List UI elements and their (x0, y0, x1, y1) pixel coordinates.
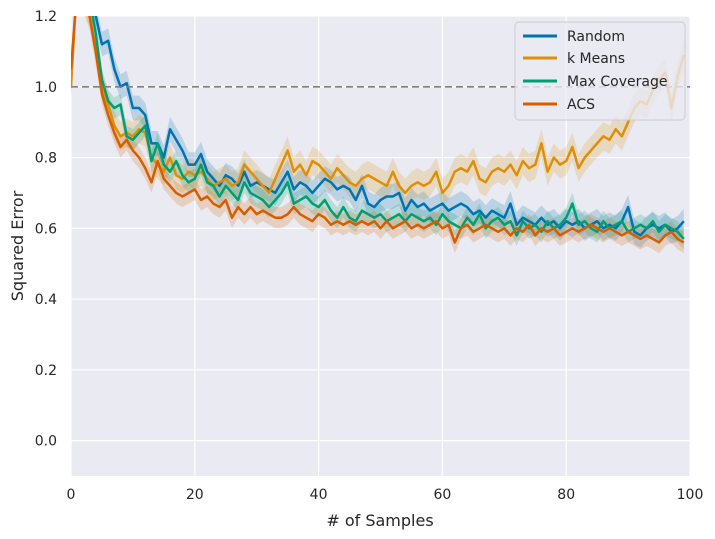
y-axis-ticks: 0.0 0.2 0.4 0.6 0.8 1.0 1.2 (35, 9, 57, 450)
x-axis-ticks: 0 20 40 60 80 100 (67, 487, 704, 503)
legend-box (514, 21, 686, 121)
legend-label-random: Random (567, 29, 625, 45)
y-tick-label: 0.4 (35, 292, 57, 308)
y-axis-label: Squared Error (8, 190, 27, 301)
legend-label-max-coverage: Max Coverage (567, 74, 667, 90)
band-max-coverage (90, 16, 684, 250)
legend: Random k Means Max Coverage ACS (514, 21, 686, 121)
line-max-coverage (91, 16, 685, 240)
x-tick-label: 40 (310, 487, 328, 503)
band-acs (71, 16, 684, 254)
x-tick-label: 100 (677, 487, 704, 503)
band-k-means (71, 16, 684, 208)
confidence-bands (71, 16, 684, 254)
x-tick-label: 60 (433, 487, 451, 503)
series-lines (71, 16, 686, 244)
legend-label-k-means: k Means (567, 51, 625, 67)
band-random (91, 16, 684, 248)
x-tick-label: 80 (557, 487, 575, 503)
x-axis-label: # of Samples (326, 511, 433, 530)
x-tick-label: 20 (186, 487, 204, 503)
y-tick-label: 0.0 (35, 434, 57, 450)
y-tick-label: 0.8 (35, 151, 57, 167)
x-tick-label: 0 (67, 487, 76, 503)
y-tick-label: 1.0 (35, 80, 57, 96)
line-acs (71, 16, 685, 244)
y-tick-label: 0.2 (35, 363, 57, 379)
y-tick-label: 0.6 (35, 221, 57, 237)
legend-label-acs: ACS (567, 97, 595, 113)
y-tick-label: 1.2 (35, 9, 57, 25)
line-random (94, 16, 685, 237)
